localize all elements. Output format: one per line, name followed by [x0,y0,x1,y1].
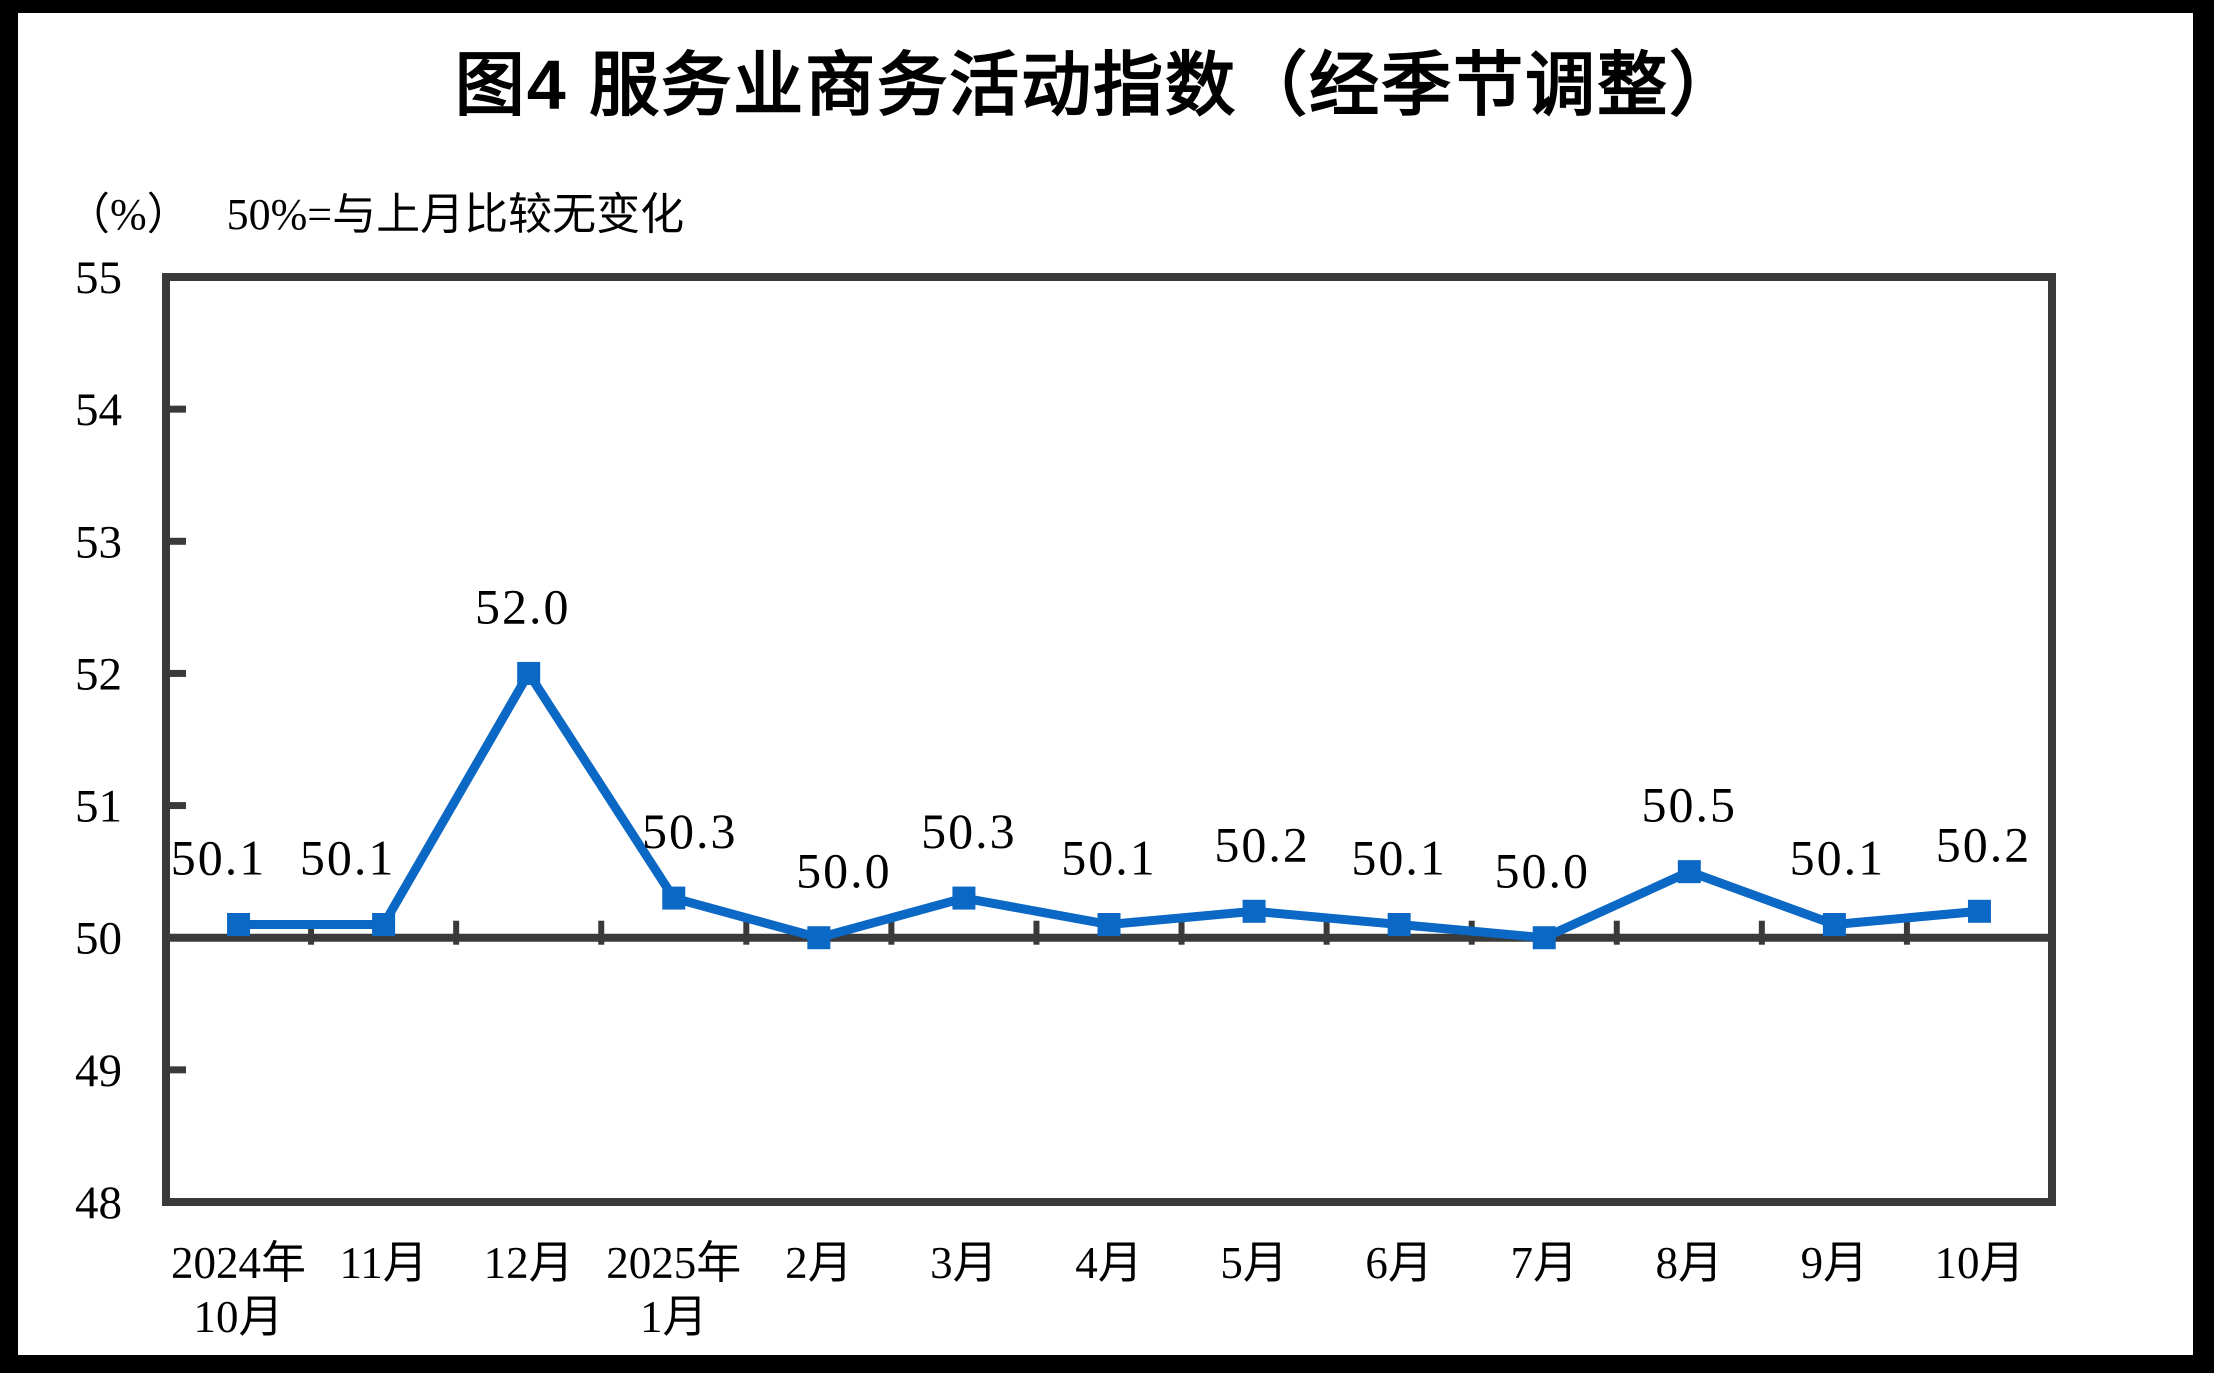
data-point-marker [1097,913,1121,936]
x-axis-label: 6月 [1365,1238,1433,1288]
y-axis-unit-label: （%） [66,190,191,239]
x-axis-label: 2024年 [171,1238,306,1288]
data-point-marker [1532,926,1556,950]
data-point-marker [1387,913,1411,936]
data-point-marker [952,886,976,910]
data-point-label: 50.1 [1790,830,1886,886]
data-point-label: 52.0 [475,578,571,634]
x-axis-label: 8月 [1656,1238,1724,1288]
x-axis-label: 3月 [930,1238,998,1288]
data-point-label: 50.0 [1494,843,1590,899]
data-point-label: 50.1 [1061,830,1157,886]
x-axis-label: 9月 [1801,1238,1869,1288]
x-axis-label: 2025年 [606,1238,741,1288]
y-axis-tick-label: 54 [75,384,122,436]
y-axis-tick-label: 50 [75,913,122,965]
data-point-marker [1967,899,1991,923]
data-point-marker [517,661,541,685]
data-point-label: 50.3 [642,803,738,859]
chart-panel: 图4 服务业商务活动指数（经季节调整） （%） 50%=与上月比较无变化 [18,13,2193,1355]
data-point-marker [1677,860,1701,884]
plot-frame [162,273,2056,1206]
x-axis-label: 4月 [1075,1238,1143,1288]
data-point-marker [807,926,831,950]
data-point-marker [1242,899,1266,923]
data-point-label: 50.1 [1351,830,1447,886]
y-axis-tick-label: 48 [75,1177,122,1229]
y-axis-tick-label: 53 [75,516,122,568]
data-point-marker [1822,913,1846,936]
x-axis-label: 2月 [785,1238,853,1288]
chart-title: 图4 服务业商务活动指数（经季节调整） [454,46,1742,124]
x-axis-label: 7月 [1510,1238,1578,1288]
data-point-marker [227,913,251,936]
data-point-label: 50.3 [921,803,1017,859]
baseline-note: 50%=与上月比较无变化 [226,190,685,239]
x-axis-label: 10月 [1934,1238,2024,1288]
chart-subtitle-row: （%） 50%=与上月比较无变化 [66,189,684,241]
data-point-label: 50.1 [171,830,267,886]
x-axis-label-line2: 1月 [640,1292,708,1342]
data-point-label: 50.1 [300,830,396,886]
data-point-label: 50.5 [1642,777,1738,833]
y-axis-tick-label: 51 [75,781,122,833]
data-point-label: 50.2 [1214,816,1310,872]
x-axis-label-line2: 10月 [194,1292,284,1342]
x-axis-label: 11月 [339,1238,427,1288]
y-axis-tick-label: 49 [75,1045,122,1097]
x-axis-label: 5月 [1220,1238,1288,1288]
y-axis-tick-label: 55 [75,252,122,304]
y-axis-tick-label: 52 [75,648,122,700]
data-point-label: 50.2 [1936,816,2032,872]
data-point-marker [662,886,686,910]
data-point-label: 50.0 [796,843,892,899]
x-axis-label: 12月 [484,1238,574,1288]
data-point-marker [372,913,396,936]
